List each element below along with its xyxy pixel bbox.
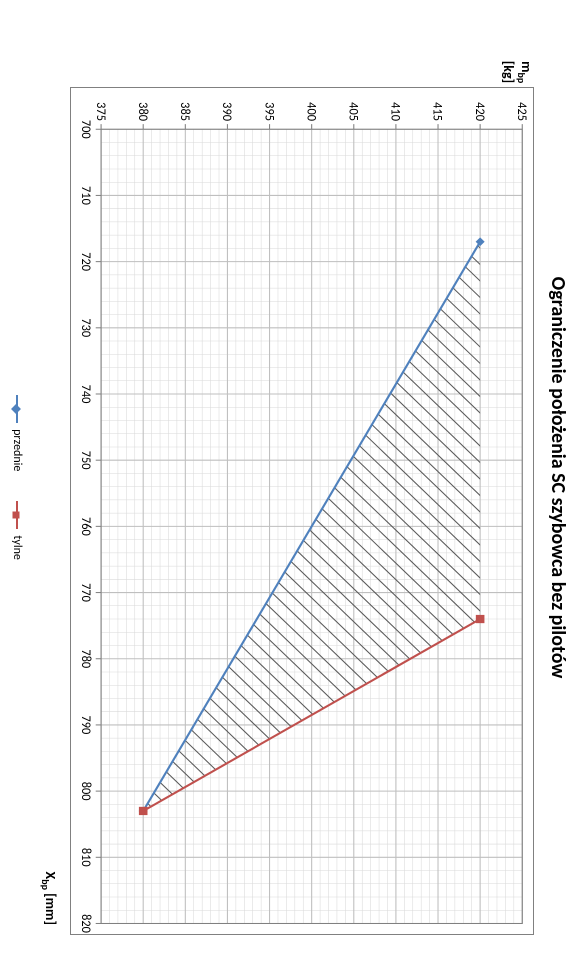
legend: przednie tylne [10, 395, 24, 560]
svg-text:420: 420 [472, 102, 487, 121]
svg-text:700: 700 [78, 120, 93, 139]
svg-text:425: 425 [514, 102, 529, 121]
plot-row: mbp[kg] 700 710 720 730 740 750 760 770 780 790 80… [70, 20, 534, 935]
svg-text:710: 710 [78, 186, 93, 205]
chart-container: Ograniczenie położenia SC szybowca bez p… [0, 0, 588, 955]
chart-title: Ograniczenie położenia SC szybowca bez p… [546, 277, 570, 679]
svg-text:780: 780 [78, 650, 93, 669]
svg-text:760: 760 [78, 517, 93, 536]
x-axis-title: Xbp [mm] [39, 872, 59, 926]
svg-text:740: 740 [78, 385, 93, 404]
chart-svg: 700 710 720 730 740 750 760 770 780 790 800 810 820 3… [70, 87, 534, 935]
plot-area: 700 710 720 730 740 750 760 770 780 790 800 810 820 3… [70, 87, 534, 935]
svg-text:790: 790 [78, 716, 93, 735]
page-root: Ograniczenie położenia SC szybowca bez p… [0, 0, 588, 955]
rotated-canvas: Ograniczenie położenia SC szybowca bez p… [0, 0, 588, 955]
y-axis-title: mbp[kg] [500, 61, 534, 87]
svg-text:810: 810 [78, 848, 93, 867]
svg-text:750: 750 [78, 451, 93, 470]
svg-text:400: 400 [303, 102, 318, 121]
legend-swatch-tylne [16, 501, 18, 529]
svg-text:730: 730 [78, 319, 93, 338]
svg-text:820: 820 [78, 914, 93, 933]
legend-item-przednie: przednie [10, 395, 24, 471]
svg-text:375: 375 [93, 102, 108, 121]
x-axis-block: Xbp [mm] [28, 20, 70, 935]
legend-label-przednie: przednie [10, 429, 24, 471]
svg-text:800: 800 [78, 782, 93, 801]
svg-text:720: 720 [78, 252, 93, 271]
y-axis-block: mbp[kg] [70, 20, 534, 87]
svg-text:405: 405 [345, 102, 360, 121]
svg-text:385: 385 [177, 102, 192, 121]
legend-swatch-przednie [16, 395, 18, 423]
legend-item-tylne: tylne [10, 501, 24, 559]
svg-text:380: 380 [135, 102, 150, 121]
svg-text:770: 770 [78, 583, 93, 602]
svg-text:410: 410 [388, 102, 403, 121]
legend-label-tylne: tylne [10, 535, 24, 559]
svg-text:415: 415 [430, 102, 445, 121]
svg-text:395: 395 [261, 102, 276, 121]
svg-text:390: 390 [219, 102, 234, 121]
